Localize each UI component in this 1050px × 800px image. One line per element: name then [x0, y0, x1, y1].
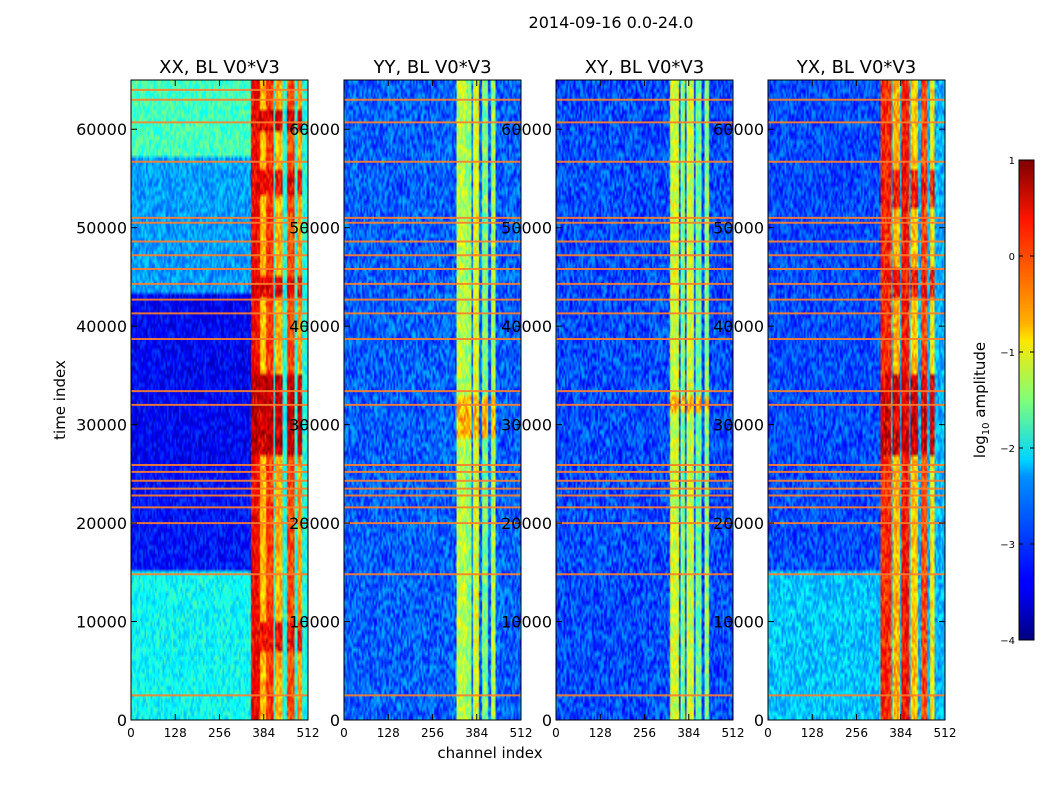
figure-suptitle: 2014-09-16 0.0-24.0 [529, 13, 694, 32]
y-tick-label: 10000 [289, 613, 340, 632]
y-tick-label: 0 [542, 711, 552, 730]
y-tick-label: 40000 [76, 317, 127, 336]
y-tick-label: 30000 [289, 416, 340, 435]
panel-title: YX, BL V0*V3 [796, 57, 916, 78]
heatmap-image [768, 80, 945, 720]
x-tick-label: 128 [164, 726, 187, 740]
colorbar-tick-label: 0 [1009, 252, 1015, 263]
colorbar-ticks: −4 −3 −2 −1 0 1 [1000, 156, 1034, 647]
x-tick-label: 128 [589, 726, 612, 740]
x-tick-label: 512 [722, 726, 745, 740]
x-tick-label: 512 [934, 726, 957, 740]
y-tick-label: 40000 [289, 317, 340, 336]
y-tick-label: 50000 [501, 219, 552, 238]
y-axis-label: time index [51, 360, 69, 440]
heatmap-image [131, 80, 308, 720]
heatmap-image [556, 80, 733, 720]
x-tick-label: 384 [677, 726, 700, 740]
x-tick-label: 0 [340, 726, 348, 740]
y-tick-label: 40000 [501, 317, 552, 336]
y-tick-label: 10000 [501, 613, 552, 632]
x-tick-label: 256 [421, 726, 444, 740]
panels-group: XX, BL V0*V3 0 10000 20000 30000 40000 50000 60… [76, 57, 956, 740]
colorbar-tick-label: −3 [1000, 540, 1015, 551]
colorbar-tick-label: −2 [1000, 444, 1015, 455]
panel-title: XX, BL V0*V3 [159, 57, 280, 78]
y-tick-label: 60000 [76, 120, 127, 139]
y-tick-label: 20000 [289, 514, 340, 533]
y-tick-label: 30000 [713, 416, 764, 435]
y-tick-label: 30000 [76, 416, 127, 435]
y-tick-label: 40000 [713, 317, 764, 336]
colorbar-tick-label: 1 [1009, 156, 1015, 167]
x-tick-label: 256 [208, 726, 231, 740]
colorbar-gradient [1018, 159, 1035, 641]
y-tick-label: 20000 [76, 514, 127, 533]
colorbar: −4 −3 −2 −1 0 1 log10 amplitude [971, 156, 1035, 647]
y-tick-label: 0 [754, 711, 764, 730]
y-tick-label: 0 [330, 711, 340, 730]
colorbar-tick-label: −4 [1000, 636, 1015, 647]
heatmap-image [344, 80, 521, 720]
x-tick-label: 256 [845, 726, 868, 740]
y-tick-label: 50000 [76, 219, 127, 238]
x-tick-label: 512 [510, 726, 533, 740]
y-tick-label: 20000 [501, 514, 552, 533]
y-tick-label: 60000 [501, 120, 552, 139]
panel-3: XY, BL V0*V3 0 10000 20000 30000 40000 50000 60… [501, 57, 744, 740]
colorbar-tick-label: −1 [1000, 348, 1015, 359]
x-tick-label: 384 [465, 726, 488, 740]
x-tick-label: 512 [297, 726, 320, 740]
x-tick-label: 0 [127, 726, 135, 740]
x-axis-label: channel index [437, 744, 542, 762]
panel-1: XX, BL V0*V3 0 10000 20000 30000 40000 50000 60… [76, 57, 319, 740]
y-tick-label: 0 [117, 711, 127, 730]
y-tick-label: 50000 [289, 219, 340, 238]
y-tick-label: 10000 [713, 613, 764, 632]
panel-title: YY, BL V0*V3 [372, 57, 491, 78]
panel-4: YX, BL V0*V3 0 10000 20000 30000 40000 50000 60… [713, 57, 956, 740]
x-tick-label: 0 [764, 726, 772, 740]
x-tick-label: 384 [889, 726, 912, 740]
x-tick-label: 0 [552, 726, 560, 740]
y-tick-label: 20000 [713, 514, 764, 533]
panel-2: YY, BL V0*V3 0 10000 20000 30000 40000 50000 60… [289, 57, 532, 740]
y-tick-label: 60000 [289, 120, 340, 139]
x-tick-label: 384 [252, 726, 275, 740]
x-tick-label: 128 [377, 726, 400, 740]
y-tick-label: 50000 [713, 219, 764, 238]
y-tick-label: 60000 [713, 120, 764, 139]
y-tick-label: 10000 [76, 613, 127, 632]
y-tick-label: 30000 [501, 416, 552, 435]
x-tick-label: 128 [801, 726, 824, 740]
colorbar-label: log10 amplitude [971, 342, 992, 458]
x-tick-label: 256 [633, 726, 656, 740]
panel-title: XY, BL V0*V3 [585, 57, 704, 78]
